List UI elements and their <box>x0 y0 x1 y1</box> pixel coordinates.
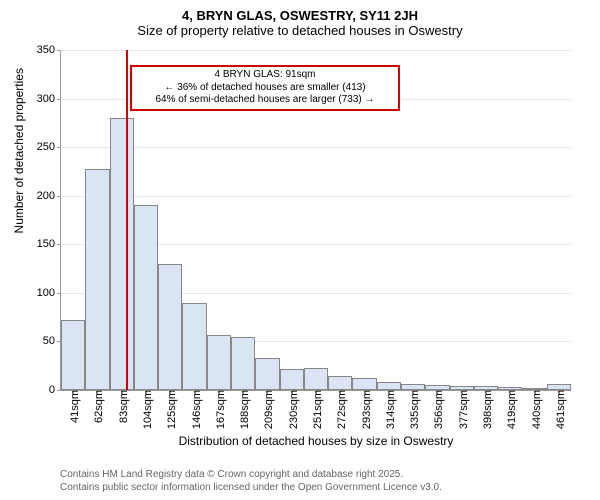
chart-title-main: 4, BRYN GLAS, OSWESTRY, SY11 2JH <box>0 0 600 23</box>
histogram-bar <box>85 169 109 390</box>
annotation-box: 4 BRYN GLAS: 91sqm← 36% of detached hous… <box>130 65 400 111</box>
x-tick-label: 167sqm <box>211 390 227 429</box>
histogram-bar <box>377 382 401 390</box>
x-tick-label: 272sqm <box>332 390 348 429</box>
x-axis-label: Distribution of detached houses by size … <box>179 434 454 448</box>
x-tick-label: 293sqm <box>357 390 373 429</box>
x-tick-label: 461sqm <box>551 390 567 429</box>
annotation-line3: 64% of semi-detached houses are larger (… <box>136 94 394 107</box>
histogram-bar <box>328 376 352 390</box>
y-tick-label: 0 <box>49 384 61 396</box>
y-axis-label: Number of detached properties <box>12 68 26 233</box>
histogram-bar <box>158 264 182 390</box>
x-tick-label: 356sqm <box>429 390 445 429</box>
histogram-bar <box>207 335 231 390</box>
histogram-bar <box>134 205 158 390</box>
x-tick-label: 440sqm <box>527 390 543 429</box>
y-tick-label: 300 <box>37 93 61 105</box>
annotation-line1: 4 BRYN GLAS: 91sqm <box>136 69 394 82</box>
annotation-line2: ← 36% of detached houses are smaller (41… <box>136 82 394 95</box>
x-tick-label: 335sqm <box>405 390 421 429</box>
histogram-bar <box>304 368 328 390</box>
x-tick-label: 314sqm <box>381 390 397 429</box>
histogram-bar <box>182 303 206 390</box>
histogram-bar <box>110 118 134 390</box>
footer-line1: Contains HM Land Registry data © Crown c… <box>60 468 442 481</box>
x-tick-label: 188sqm <box>235 390 251 429</box>
gridline <box>61 147 571 148</box>
x-tick-label: 398sqm <box>478 390 494 429</box>
footer-line2: Contains public sector information licen… <box>60 481 442 494</box>
y-tick-label: 200 <box>37 190 61 202</box>
gridline <box>61 196 571 197</box>
property-size-marker <box>126 50 128 390</box>
y-tick-label: 100 <box>37 287 61 299</box>
y-tick-label: 350 <box>37 44 61 56</box>
chart-container: 4, BRYN GLAS, OSWESTRY, SY11 2JH Size of… <box>0 0 600 500</box>
histogram-bar <box>352 378 376 390</box>
x-tick-label: 209sqm <box>259 390 275 429</box>
x-tick-label: 419sqm <box>502 390 518 429</box>
x-tick-label: 230sqm <box>284 390 300 429</box>
histogram-bar <box>280 369 304 390</box>
x-tick-label: 41sqm <box>65 390 81 423</box>
y-tick-label: 150 <box>37 238 61 250</box>
gridline <box>61 50 571 51</box>
x-tick-label: 83sqm <box>114 390 130 423</box>
histogram-bar <box>255 358 279 390</box>
x-tick-label: 251sqm <box>308 390 324 429</box>
histogram-bar <box>231 337 255 390</box>
x-tick-label: 146sqm <box>187 390 203 429</box>
footer-text: Contains HM Land Registry data © Crown c… <box>60 468 442 494</box>
x-tick-label: 125sqm <box>162 390 178 429</box>
x-tick-label: 62sqm <box>89 390 105 423</box>
x-tick-label: 104sqm <box>138 390 154 429</box>
y-tick-label: 250 <box>37 141 61 153</box>
y-tick-label: 50 <box>43 335 61 347</box>
x-tick-label: 377sqm <box>454 390 470 429</box>
histogram-bar <box>61 320 85 390</box>
chart-title-sub: Size of property relative to detached ho… <box>0 23 600 42</box>
plot-area: Distribution of detached houses by size … <box>60 50 571 391</box>
